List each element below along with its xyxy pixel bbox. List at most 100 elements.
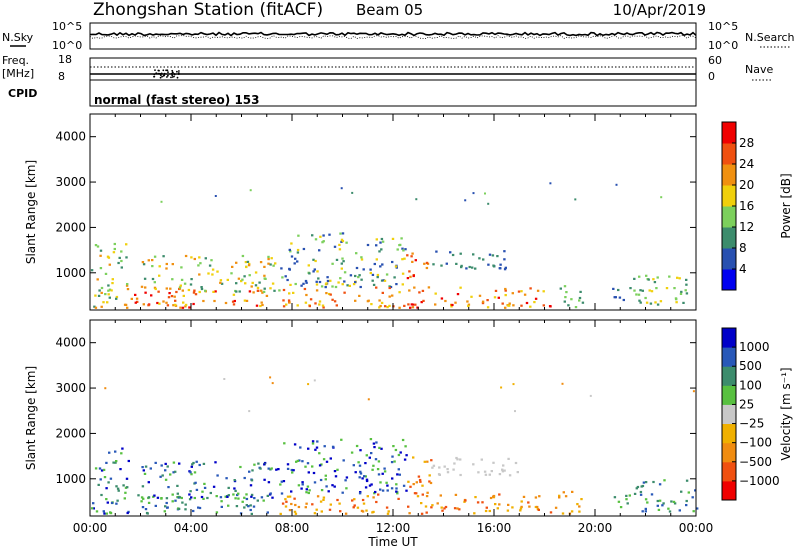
station-title: Zhongshan Station (fitACF) xyxy=(93,0,323,20)
range-cell xyxy=(655,287,658,290)
range-cell xyxy=(266,511,269,514)
range-cell xyxy=(375,500,378,504)
range-cell xyxy=(320,489,324,492)
range-cell xyxy=(617,500,621,503)
range-cell xyxy=(675,298,678,301)
range-cell xyxy=(212,485,216,488)
range-cell xyxy=(292,291,295,294)
range-cell xyxy=(192,291,196,294)
range-cell xyxy=(375,286,378,289)
range-cell xyxy=(120,452,123,455)
range-cell xyxy=(492,461,495,464)
range-cell xyxy=(184,305,187,308)
range-cell xyxy=(199,262,202,265)
range-cell xyxy=(124,491,127,494)
range-cell xyxy=(184,254,188,258)
range-cell xyxy=(363,475,366,478)
colorbar-tick-label: 4 xyxy=(739,262,747,276)
range-cell xyxy=(117,489,120,492)
range-cell xyxy=(408,270,411,273)
range-cell xyxy=(225,477,228,480)
range-cell xyxy=(415,198,418,201)
range-cell xyxy=(358,464,362,467)
range-cell xyxy=(233,487,236,490)
range-cell xyxy=(502,464,505,467)
range-cell xyxy=(633,492,637,495)
range-cell xyxy=(345,476,349,479)
range-cell xyxy=(559,287,562,290)
range-cell xyxy=(100,493,103,497)
range-cell xyxy=(675,301,678,304)
range-cell xyxy=(233,299,236,303)
range-cell xyxy=(340,187,343,190)
range-cell xyxy=(167,296,171,299)
freq-mark xyxy=(157,69,160,72)
range-cell xyxy=(644,498,648,501)
range-cell xyxy=(635,293,638,296)
range-cell xyxy=(206,496,209,500)
range-cell xyxy=(648,289,651,292)
colorbar-tick-label: 16 xyxy=(739,199,754,213)
range-cell xyxy=(168,292,171,295)
range-cell xyxy=(397,453,401,457)
range-cell xyxy=(144,465,148,468)
range-cell xyxy=(158,274,161,277)
range-cell xyxy=(94,306,98,309)
range-cell xyxy=(322,498,325,501)
velocity-frame xyxy=(89,319,697,517)
range-cell xyxy=(341,240,345,243)
range-cell xyxy=(564,495,568,498)
range-cell xyxy=(341,232,345,235)
range-cell xyxy=(235,290,238,293)
range-cell xyxy=(562,491,565,494)
range-cell xyxy=(339,510,342,513)
range-cell xyxy=(427,286,431,289)
range-cell xyxy=(490,470,493,473)
range-cell xyxy=(270,257,273,260)
range-cell xyxy=(359,449,362,452)
range-cell xyxy=(407,303,410,306)
range-cell xyxy=(403,304,406,307)
range-cell xyxy=(315,283,319,286)
range-cell xyxy=(176,492,179,495)
range-cell xyxy=(391,455,394,458)
range-cell xyxy=(104,387,107,390)
range-cell xyxy=(622,298,625,302)
range-cell xyxy=(141,506,145,509)
velocity-xlabel: Time UT xyxy=(367,535,418,549)
range-cell xyxy=(297,505,301,509)
range-cell xyxy=(126,306,129,309)
range-cell xyxy=(248,470,251,473)
range-cell xyxy=(190,465,193,468)
range-cell xyxy=(237,277,241,280)
range-cell xyxy=(257,462,260,465)
cpid-panel: CPID normal (fast stereo) 153 xyxy=(8,79,697,107)
range-cell xyxy=(190,473,193,476)
range-cell xyxy=(625,498,628,501)
freq-mark xyxy=(177,73,180,75)
range-cell xyxy=(451,253,455,257)
range-cell xyxy=(364,486,368,489)
range-cell xyxy=(364,475,367,478)
range-cell xyxy=(316,440,319,443)
range-cell xyxy=(188,498,192,501)
range-cell xyxy=(201,490,204,493)
range-cell xyxy=(386,306,389,309)
range-cell xyxy=(373,262,376,266)
range-cell xyxy=(301,483,304,486)
range-cell xyxy=(375,244,378,247)
range-cell xyxy=(341,491,344,494)
range-cell xyxy=(109,512,113,515)
range-cell xyxy=(108,296,111,299)
range-cell xyxy=(401,438,405,442)
range-cell xyxy=(328,233,331,236)
range-cell xyxy=(401,272,405,275)
range-cell xyxy=(324,474,327,477)
range-cell xyxy=(395,283,398,286)
range-cell xyxy=(123,497,126,500)
range-cell xyxy=(405,489,408,492)
range-cell xyxy=(470,295,473,298)
range-cell xyxy=(165,497,169,500)
range-cell xyxy=(273,289,276,292)
range-cell xyxy=(440,264,443,267)
